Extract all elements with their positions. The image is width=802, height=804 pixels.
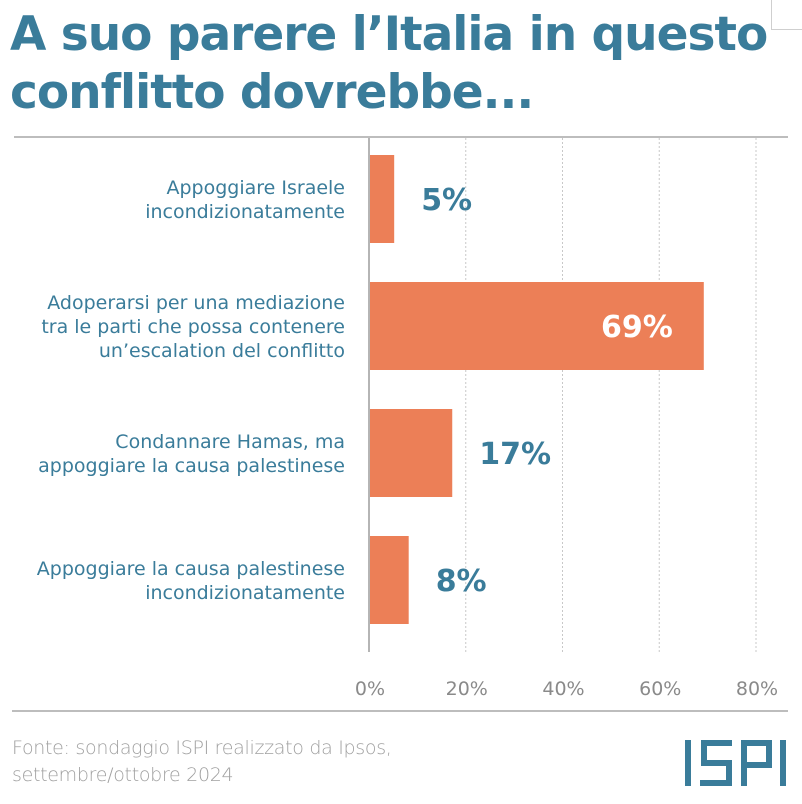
category-label-line: Adoperarsi per una mediazione xyxy=(47,292,345,314)
chart-title: A suo parere l’Italia in questo conflitt… xyxy=(10,6,800,122)
category-label-line: Appoggiare Israele xyxy=(166,177,345,199)
value-labels: 5% 69% 17% 8% xyxy=(421,183,673,599)
category-label-1: Adoperarsi per una mediazione tra le part… xyxy=(41,292,345,362)
bar-0 xyxy=(370,155,395,243)
source-line-1: Fonte: sondaggio ISPI realizzato da Ipso… xyxy=(12,737,392,759)
category-label-3: Appoggiare la causa palestinese incondizi… xyxy=(37,558,345,604)
chart-title-line-1: A suo parere l’Italia in questo xyxy=(10,7,768,62)
x-tick-label-80: 80% xyxy=(736,678,778,700)
x-axis-ticks: 0% 20% 40% 60% 80% xyxy=(355,678,778,700)
bar-2 xyxy=(370,409,453,497)
source-note: Fonte: sondaggio ISPI realizzato da Ipso… xyxy=(12,735,392,789)
category-label-line: incondizionatamente xyxy=(145,201,345,223)
bar-3 xyxy=(370,536,409,624)
x-tick-label-20: 20% xyxy=(446,678,488,700)
category-label-line: incondizionatamente xyxy=(145,582,345,604)
x-tick-label-60: 60% xyxy=(639,678,681,700)
category-label-2: Condannare Hamas, ma appoggiare la causa … xyxy=(38,431,345,477)
bottom-divider xyxy=(12,710,788,712)
chart-title-line-2: conflitto dovrebbe... xyxy=(10,65,534,120)
bar-chart: Appoggiare Israele incondizionatamenteAdo… xyxy=(37,138,778,700)
category-label-line: Condannare Hamas, ma xyxy=(115,431,345,453)
corner-frame xyxy=(771,0,802,30)
category-label-0: Appoggiare Israele incondizionatamente xyxy=(145,177,345,223)
value-label-3: 8% xyxy=(436,564,487,599)
value-label-2: 17% xyxy=(479,437,551,472)
top-divider xyxy=(14,136,788,138)
bar-1 xyxy=(370,282,704,370)
x-tick-label-40: 40% xyxy=(542,678,584,700)
bars xyxy=(370,155,704,624)
source-line-2: settembre/ottobre 2024 xyxy=(12,764,234,786)
value-label-0: 5% xyxy=(421,183,472,218)
gridlines xyxy=(368,138,757,652)
category-labels: Appoggiare Israele incondizionatamenteAdo… xyxy=(37,177,345,604)
value-label-1: 69% xyxy=(601,310,673,345)
ispi-logo: ISPI xyxy=(685,740,786,786)
category-label-line: Appoggiare la causa palestinese xyxy=(37,558,345,580)
category-label-line: appoggiare la causa palestinese xyxy=(38,455,345,477)
category-label-line: tra le parti che possa contenere xyxy=(41,316,345,338)
x-tick-label-0: 0% xyxy=(355,678,385,700)
category-label-line: un’escalation del conflitto xyxy=(99,340,345,362)
